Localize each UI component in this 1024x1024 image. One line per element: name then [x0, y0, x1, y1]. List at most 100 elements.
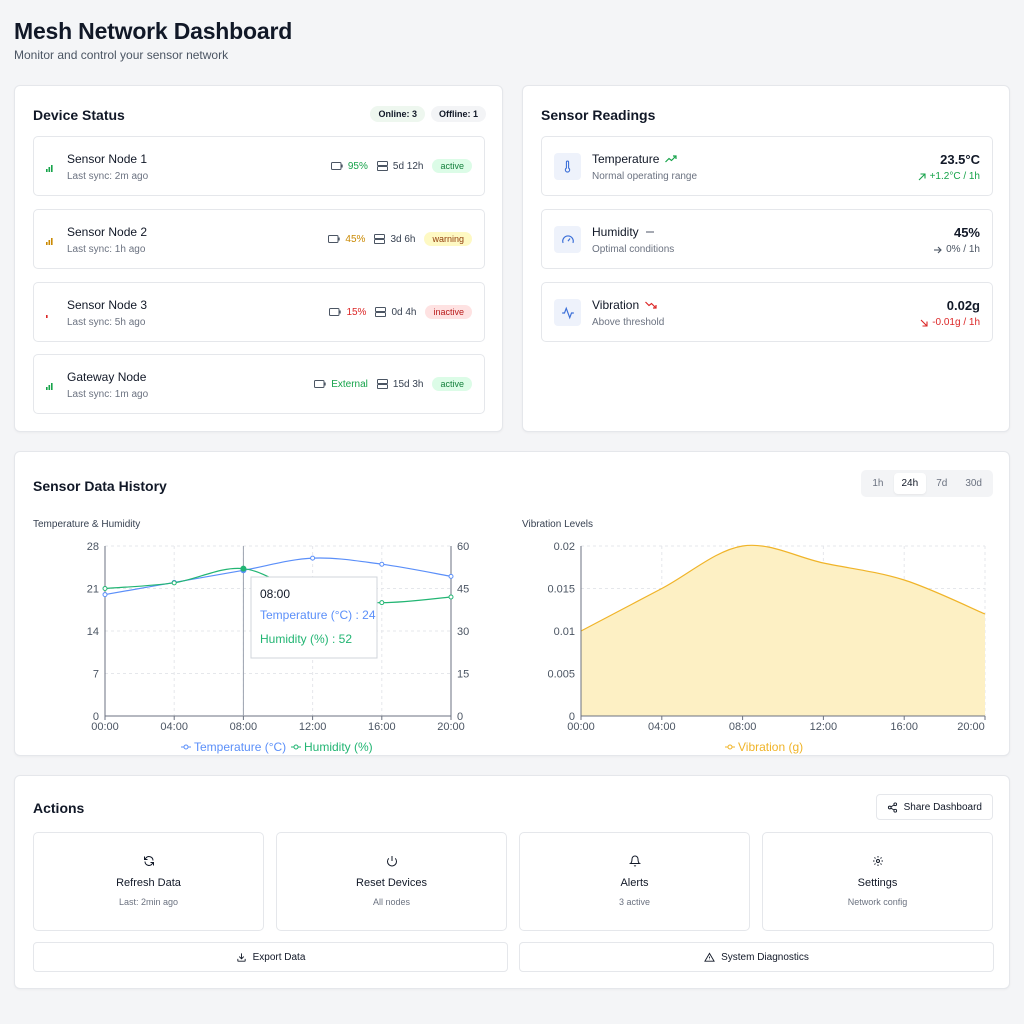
export-data-label: Export Data	[252, 951, 306, 963]
sensor-row[interactable]: Temperature Normal operating range 23.5°C +…	[541, 136, 993, 196]
battery-value: 95%	[347, 160, 368, 172]
y-left-tick-label: 14	[87, 626, 99, 638]
sensor-description: Normal operating range	[592, 171, 698, 182]
share-dashboard-button[interactable]: Share Dashboard	[875, 794, 993, 820]
change-arrow-icon	[920, 319, 928, 327]
temp-humidity-chart[interactable]: 0 7 14 21 28 0 15 30 45 60 00:00 04:00 08:00 12:00 16:…	[29, 536, 499, 756]
vibration-chart[interactable]: 0 0.005 0.01 0.015 0.02 00:00 04:00 08:00 12:00 1…	[525, 536, 995, 756]
x-tick-label: 00:00	[91, 721, 119, 733]
x-tick-label: 00:00	[567, 721, 595, 733]
device-battery: 95%	[330, 160, 368, 172]
device-row[interactable]: Sensor Node 2 Last sync: 1h ago 45% 3d 6h wa…	[33, 209, 485, 269]
sensor-readings-title: Sensor Readings	[541, 107, 656, 123]
uptime-value: 15d 3h	[392, 378, 424, 390]
server-icon	[376, 161, 388, 171]
range-option-30d[interactable]: 30d	[965, 478, 982, 489]
tooltip-title: 08:00	[260, 587, 290, 601]
device-row[interactable]: Sensor Node 1 Last sync: 2m ago 95% 5d 12h a…	[33, 136, 485, 196]
online-count-badge: Online: 3	[370, 106, 425, 122]
share-icon	[887, 801, 897, 813]
y-left-tick-label: 0	[93, 711, 99, 723]
export-data-button[interactable]: Export Data	[33, 942, 508, 972]
y-tick-label: 0.015	[547, 584, 575, 596]
y-tick-label: 0.02	[554, 541, 575, 553]
battery-value: External	[331, 378, 368, 390]
page-title: Mesh Network Dashboard	[14, 18, 293, 44]
battery-icon	[328, 235, 341, 243]
actions-card: Actions Share Dashboard Refresh Data Last…	[14, 775, 1010, 989]
sensor-name: Vibration	[592, 298, 640, 312]
server-icon	[375, 307, 387, 317]
range-option-7d[interactable]: 7d	[936, 478, 948, 489]
device-last-sync: Last sync: 5h ago	[67, 317, 146, 328]
sensor-row[interactable]: Humidity Optimal conditions 45% 0% / 1h	[541, 209, 993, 269]
legend-label: Temperature (°C)	[194, 740, 286, 754]
action-tile-settings[interactable]: Settings Network config	[762, 832, 993, 931]
trend-flat-icon	[645, 229, 655, 235]
status-badge: warning	[424, 232, 472, 246]
sensor-row[interactable]: Vibration Above threshold 0.02g -0.01g / 1h	[541, 282, 993, 342]
device-row[interactable]: Gateway Node Last sync: 1m ago External 15d…	[33, 354, 485, 414]
sensor-change: 0% / 1h	[933, 244, 980, 255]
x-tick-label: 20:00	[957, 721, 985, 733]
vibration-area	[581, 545, 985, 716]
signal-icon	[46, 315, 48, 318]
offline-count-badge: Offline: 1	[430, 106, 486, 122]
action-label: Refresh Data	[116, 877, 181, 889]
data-point	[310, 555, 316, 561]
range-option-24h[interactable]: 24h	[893, 473, 927, 494]
trend-down-icon	[645, 301, 657, 309]
device-uptime: 0d 4h	[375, 307, 416, 318]
range-option-1h[interactable]: 1h	[872, 478, 884, 489]
legend-label: Humidity (%)	[304, 740, 373, 754]
data-point	[240, 565, 247, 572]
legend-marker	[293, 744, 299, 750]
vibration-line	[580, 544, 986, 632]
device-uptime: 5d 12h	[376, 160, 424, 172]
x-tick-label: 04:00	[160, 721, 188, 733]
action-tile-alerts[interactable]: Alerts 3 active	[519, 832, 750, 931]
page-header: Mesh Network Dashboard Monitor and contr…	[14, 18, 292, 62]
signal-icon	[46, 383, 53, 390]
sensor-change-value: 0% / 1h	[946, 244, 980, 255]
sensor-value: 23.5°C	[940, 152, 980, 167]
time-range-selector: 1h 24h 7d 30d	[861, 470, 993, 497]
data-point	[102, 592, 108, 598]
gear-icon	[763, 855, 992, 867]
sensor-change: +1.2°C / 1h	[918, 171, 980, 182]
x-tick-label: 20:00	[437, 721, 465, 733]
signal-icon	[46, 238, 53, 245]
x-tick-label: 16:00	[890, 721, 918, 733]
action-sublabel: 3 active	[618, 897, 651, 907]
uptime-value: 0d 4h	[391, 306, 417, 318]
device-last-sync: Last sync: 1h ago	[67, 244, 146, 255]
data-point	[379, 561, 385, 567]
device-row[interactable]: Sensor Node 3 Last sync: 5h ago 15% 0d 4h in…	[33, 282, 485, 342]
action-tile-refresh-data[interactable]: Refresh Data Last: 2min ago	[33, 832, 264, 931]
system-diagnostics-button[interactable]: System Diagnostics	[519, 942, 994, 972]
action-label: Reset Devices	[356, 877, 427, 889]
legend-label: Vibration (g)	[738, 740, 803, 754]
device-uptime: 15d 3h	[376, 378, 424, 390]
y-left-tick-label: 28	[87, 541, 99, 553]
action-label: Alerts	[620, 877, 649, 889]
vibration-chart-label: Vibration Levels	[522, 519, 593, 530]
legend-marker	[183, 744, 189, 750]
action-tile-reset-devices[interactable]: Reset Devices All nodes	[276, 832, 507, 931]
sensor-change-value: -0.01g / 1h	[932, 317, 980, 328]
y-right-tick-label: 0	[457, 711, 463, 723]
uptime-value: 5d 12h	[392, 160, 424, 172]
sensor-name: Temperature	[592, 152, 660, 166]
data-point	[102, 586, 108, 591]
system-diagnostics-label: System Diagnostics	[721, 951, 809, 963]
temp-humidity-chart-label: Temperature & Humidity	[33, 519, 141, 530]
status-badge: active	[432, 377, 472, 391]
y-right-tick-label: 45	[457, 584, 469, 596]
sensor-name: Humidity	[592, 225, 639, 239]
x-tick-label: 12:00	[810, 721, 838, 733]
y-tick-label: 0	[569, 711, 575, 723]
page-subtitle: Monitor and control your sensor network	[14, 48, 229, 62]
y-left-tick-label: 21	[87, 584, 99, 596]
actions-title: Actions	[33, 800, 85, 816]
device-uptime: 3d 6h	[374, 234, 415, 245]
